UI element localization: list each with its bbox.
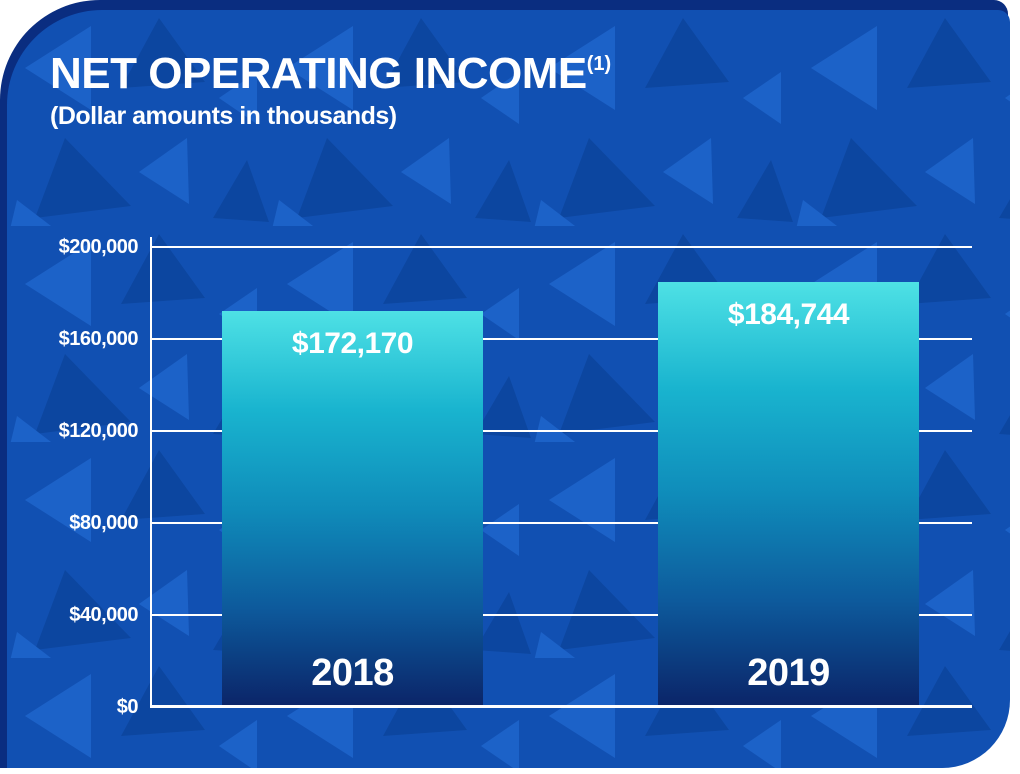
- gridline: [150, 522, 972, 524]
- bar-value-label: $172,170: [291, 327, 414, 360]
- y-tick-label: $80,000: [69, 512, 138, 534]
- page-subtitle: (Dollar amounts in thousands): [50, 102, 397, 131]
- bar-category-label: 2018: [311, 652, 394, 694]
- page-title-text: NET OPERATING INCOME: [50, 49, 587, 98]
- bar-value-label: $184,744: [727, 298, 850, 331]
- bar-2018: $172,170 2018: [222, 311, 483, 707]
- x-axis-line: [150, 705, 972, 708]
- gridline: [150, 614, 972, 616]
- gridline: [150, 338, 972, 340]
- y-tick-label: $200,000: [58, 236, 139, 258]
- y-tick-label: $40,000: [69, 604, 138, 626]
- bar-2019: $184,744 2019: [658, 282, 919, 707]
- bar-chart: $200,000 $160,000 $120,000 $80,000 $40,000 $0…: [7, 10, 1010, 768]
- card: NET OPERATING INCOME(1) (Dollar amounts …: [7, 10, 1010, 768]
- chart-header: NET OPERATING INCOME(1) (Dollar amounts …: [50, 49, 612, 131]
- y-tick-label: $120,000: [58, 420, 139, 442]
- gridline: [150, 246, 972, 248]
- gridline: [150, 430, 972, 432]
- title-superscript: (1): [586, 53, 612, 75]
- bar-category-label: 2019: [747, 652, 830, 694]
- y-axis-line: [150, 237, 152, 707]
- y-tick-label: $160,000: [58, 328, 139, 350]
- y-tick-label: $0: [116, 696, 139, 718]
- page-title: NET OPERATING INCOME(1): [50, 49, 612, 98]
